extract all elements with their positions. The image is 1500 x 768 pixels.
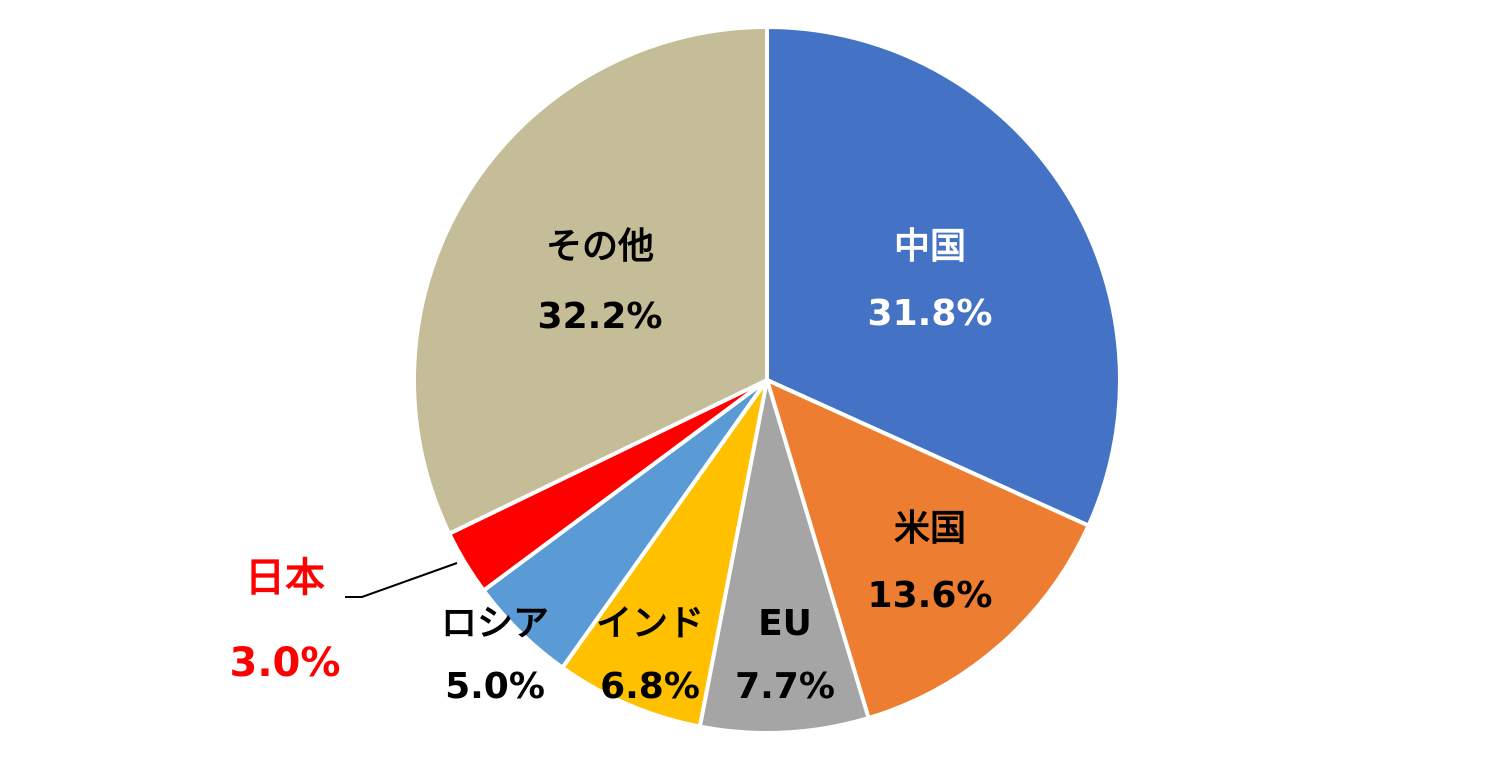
slice-value-label: 32.2% [538, 296, 663, 337]
slice-value-label: 6.8% [600, 666, 700, 707]
slice-category-label: ロシア [441, 603, 549, 644]
slice-value-label: 31.8% [868, 293, 993, 334]
slice-value-label: 7.7% [735, 666, 835, 707]
pie-slice [412, 24, 769, 537]
slice-category-label: 日本 [245, 555, 325, 601]
pie-slice [697, 379, 872, 735]
leader-line [345, 562, 458, 598]
slice-value-label: 5.0% [445, 666, 545, 707]
pie-slice [559, 378, 769, 729]
slice-value-label: 3.0% [230, 640, 341, 686]
slice-category-label: EU [758, 603, 812, 644]
pie-slice [763, 376, 1092, 721]
pie-slice [765, 24, 1122, 529]
slice-value-label: 13.6% [868, 575, 993, 616]
slice-category-label: その他 [546, 226, 654, 267]
slice-category-label: 米国 [894, 508, 966, 549]
slice-category-label: インド [596, 603, 704, 644]
slice-category-label: 中国 [894, 226, 966, 267]
